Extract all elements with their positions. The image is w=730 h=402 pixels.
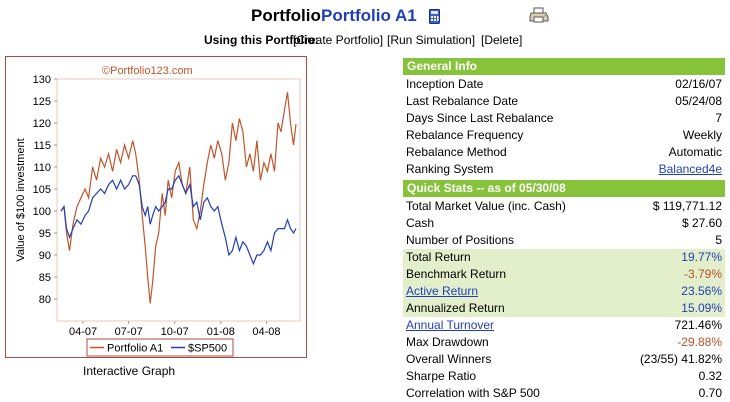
portfolio-name: Portfolio A1 <box>321 6 417 25</box>
x-tick-label: 07-07 <box>115 326 143 338</box>
ranking-system-row: Ranking System Balanced4e <box>403 161 725 178</box>
series-lines <box>60 92 297 304</box>
stat-value: 02/16/07 <box>675 77 722 91</box>
stat-label: Correlation with S&P 500 <box>406 386 540 400</box>
active-return-row: Active Return 23.56% <box>403 283 725 300</box>
y-tick-label: 115 <box>33 140 51 152</box>
stat-value: 15.09% <box>681 301 722 315</box>
x-axis: 04-07 07-07 10-07 01-08 04-08 <box>69 321 281 338</box>
y-tick-label: 105 <box>33 184 51 196</box>
ranking-system-link[interactable]: Balanced4e <box>658 162 722 176</box>
last-rebalance-date-row: Last Rebalance Date 05/24/08 <box>403 93 725 110</box>
total-return-row: Total Return 19.77% <box>403 249 725 266</box>
inception-date-row: Inception Date 02/16/07 <box>403 76 725 93</box>
run-simulation-link[interactable]: [Run Simulation] <box>387 33 476 47</box>
stat-label: Annualized Return <box>406 301 505 315</box>
y-tick-label: 110 <box>33 162 51 174</box>
stat-label: Ranking System <box>406 162 494 176</box>
stat-value: 19.77% <box>681 250 722 264</box>
y-axis: 80 85 90 95 100 105 110 115 120 125 130 <box>33 74 57 306</box>
cash-row: Cash $ 27.60 <box>403 215 725 232</box>
x-tick-label: 04-08 <box>252 326 280 338</box>
stat-value: Weekly <box>682 128 722 142</box>
stat-value: 721.46% <box>674 318 722 332</box>
y-axis-label: Value of $100 investment <box>15 138 27 261</box>
stat-label: Benchmark Return <box>406 267 507 281</box>
y-tick-label: 90 <box>39 250 51 262</box>
portfolio-actions-bar: Using this Portfolio: [Create Portfolio]… <box>0 33 730 49</box>
sp500-line <box>60 174 297 266</box>
stat-value: 0.70 <box>698 386 722 400</box>
stat-label: Sharpe Ratio <box>406 369 477 383</box>
annual-turnover-link[interactable]: Annual Turnover <box>406 318 495 332</box>
y-tick-label: 80 <box>39 294 51 306</box>
y-tick-label: 100 <box>33 206 51 218</box>
y-tick-label: 120 <box>33 118 51 130</box>
general-info-header: General Info <box>403 58 725 75</box>
stat-label: Inception Date <box>406 77 484 91</box>
stat-value: 23.56% <box>681 284 722 298</box>
stat-label: Total Market Value (inc. Cash) <box>406 199 566 213</box>
stat-label: Days Since Last Rebalance <box>406 111 554 125</box>
benchmark-return-row: Benchmark Return -3.79% <box>403 266 725 283</box>
annual-turnover-row: Annual Turnover 721.46% <box>403 317 725 334</box>
chart-legend[interactable]: Portfolio A1 $SP500 <box>86 338 234 357</box>
y-tick-label: 125 <box>33 96 51 108</box>
calculator-icon[interactable] <box>429 9 440 24</box>
legend-label-sp500: $SP500 <box>188 343 227 355</box>
stat-value: 7 <box>715 111 722 125</box>
portfolio-a1-line <box>60 92 297 304</box>
stat-value: Automatic <box>668 145 722 159</box>
using-portfolio-label: Using this Portfolio: <box>204 33 319 47</box>
stat-label: Rebalance Method <box>406 145 507 159</box>
stat-value: $ 27.60 <box>681 216 722 230</box>
rebalance-frequency-row: Rebalance Frequency Weekly <box>403 127 725 144</box>
page-title-prefix: Portfolio <box>251 6 321 25</box>
stat-value: (23/55) 41.82% <box>639 352 722 366</box>
page-header: Portfolio Portfolio A1 <box>0 6 730 30</box>
stat-value: -3.79% <box>683 267 722 281</box>
active-return-link[interactable]: Active Return <box>406 284 479 298</box>
stat-label: Last Rebalance Date <box>406 94 519 108</box>
y-tick-label: 130 <box>33 74 51 86</box>
y-tick-label: 95 <box>39 228 51 240</box>
correlation-sp500-row: Correlation with S&P 500 0.70 <box>403 385 725 402</box>
rebalance-method-row: Rebalance Method Automatic <box>403 144 725 161</box>
number-of-positions-row: Number of Positions 5 <box>403 232 725 249</box>
stat-value: $ 119,771.12 <box>652 199 722 213</box>
days-since-rebalance-row: Days Since Last Rebalance 7 <box>403 110 725 127</box>
stat-label: Rebalance Frequency <box>406 128 524 142</box>
x-tick-label: 04-07 <box>69 326 97 338</box>
stat-label: Cash <box>406 216 435 230</box>
chart-watermark: ©Portfolio123.com <box>102 65 193 77</box>
quick-stats-header: Quick Stats -- as of 05/30/08 <box>403 180 725 197</box>
stat-label: Max Drawdown <box>406 335 489 349</box>
performance-chart-panel[interactable]: ©Portfolio123.com Value of $100 investme… <box>5 56 307 358</box>
total-market-value-row: Total Market Value (inc. Cash) $ 119,771… <box>403 198 725 215</box>
stat-label: Overall Winners <box>406 352 492 366</box>
stat-value: 0.32 <box>698 369 722 383</box>
stat-label: Total Return <box>406 250 471 264</box>
plot-area <box>56 78 301 322</box>
max-drawdown-row: Max Drawdown -29.88% <box>403 334 725 351</box>
annualized-return-row: Annualized Return 15.09% <box>403 300 725 317</box>
y-tick-label: 85 <box>39 272 51 284</box>
delete-link[interactable]: [Delete] <box>481 33 523 47</box>
print-icon[interactable] <box>529 7 549 23</box>
stat-value: 05/24/08 <box>675 94 722 108</box>
sharpe-ratio-row: Sharpe Ratio 0.32 <box>403 368 725 385</box>
stat-value: 5 <box>715 233 722 247</box>
stat-value: -29.88% <box>677 335 722 349</box>
legend-label-portfolio: Portfolio A1 <box>107 343 163 355</box>
x-tick-label: 10-07 <box>161 326 189 338</box>
stat-label: Number of Positions <box>406 233 515 247</box>
performance-chart[interactable]: ©Portfolio123.com Value of $100 investme… <box>6 57 306 357</box>
overall-winners-row: Overall Winners (23/55) 41.82% <box>403 351 725 368</box>
x-tick-label: 01-08 <box>207 326 235 338</box>
interactive-graph-caption[interactable]: Interactive Graph <box>83 364 176 378</box>
create-portfolio-link[interactable]: [Create Portfolio] <box>293 33 384 47</box>
